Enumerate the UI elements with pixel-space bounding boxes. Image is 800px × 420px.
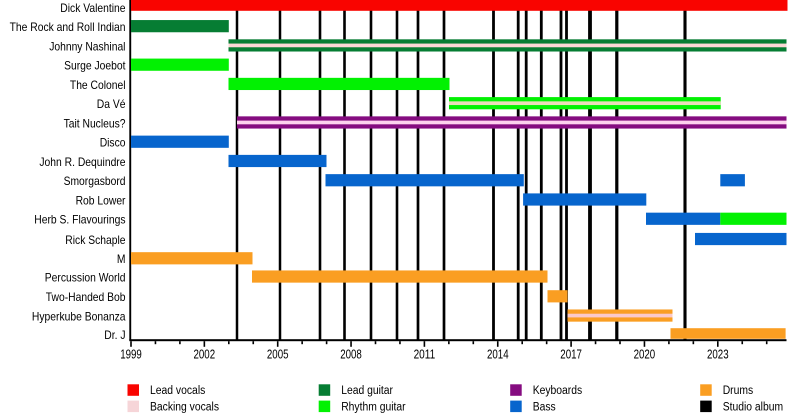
svg-text:2008: 2008	[340, 347, 362, 362]
svg-text:The Rock and Roll Indian: The Rock and Roll Indian	[10, 20, 126, 34]
svg-text:Tait Nucleus?: Tait Nucleus?	[64, 116, 126, 130]
svg-text:Rick Schaple: Rick Schaple	[65, 233, 125, 247]
svg-text:Percussion World: Percussion World	[45, 270, 126, 284]
svg-text:John R. Dequindre: John R. Dequindre	[39, 155, 125, 169]
svg-text:1999: 1999	[120, 347, 142, 362]
svg-text:The Colonel: The Colonel	[70, 78, 126, 92]
svg-text:Lead guitar: Lead guitar	[341, 385, 393, 397]
svg-text:Rhythm guitar: Rhythm guitar	[341, 401, 406, 413]
svg-text:2020: 2020	[634, 347, 656, 362]
svg-text:Herb S. Flavourings: Herb S. Flavourings	[34, 213, 125, 227]
svg-text:Dick Valentine: Dick Valentine	[60, 1, 125, 15]
svg-text:2002: 2002	[194, 347, 216, 362]
svg-text:Hyperkube Bonanza: Hyperkube Bonanza	[32, 309, 126, 323]
svg-text:2023: 2023	[707, 347, 729, 362]
svg-text:Studio album: Studio album	[723, 401, 783, 413]
svg-text:Johnny Nashinal: Johnny Nashinal	[49, 39, 125, 53]
svg-text:M: M	[117, 252, 126, 266]
svg-text:Bass: Bass	[533, 401, 556, 413]
svg-text:2011: 2011	[414, 347, 436, 362]
svg-text:Surge Joebot: Surge Joebot	[64, 59, 126, 73]
svg-text:Drums: Drums	[723, 385, 754, 397]
svg-text:2014: 2014	[487, 347, 509, 362]
svg-text:Smorgasbord: Smorgasbord	[64, 174, 126, 188]
svg-text:2005: 2005	[267, 347, 289, 362]
svg-text:Keyboards: Keyboards	[533, 385, 583, 397]
svg-text:Da Vé: Da Vé	[97, 97, 126, 111]
svg-text:Disco: Disco	[100, 136, 126, 150]
svg-text:2017: 2017	[560, 347, 582, 362]
svg-text:Rob Lower: Rob Lower	[76, 193, 126, 207]
svg-text:Backing vocals: Backing vocals	[150, 401, 219, 413]
svg-text:Dr. J: Dr. J	[104, 328, 125, 342]
svg-text:Lead vocals: Lead vocals	[150, 385, 206, 397]
svg-text:Two-Handed Bob: Two-Handed Bob	[46, 290, 126, 304]
